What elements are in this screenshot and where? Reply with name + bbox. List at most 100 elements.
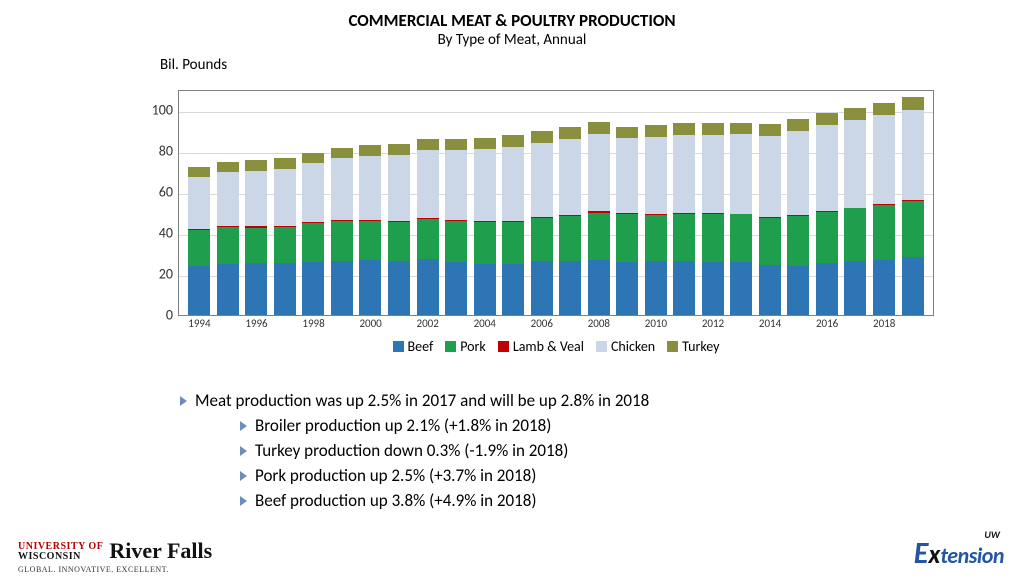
- x-tick-label: 2002: [417, 317, 439, 330]
- bar-segment-pork: [673, 214, 695, 261]
- legend-item: Pork: [445, 338, 486, 355]
- bullet-arrow-icon: [240, 446, 247, 456]
- bar-segment-pork: [359, 221, 381, 260]
- x-tick-label: 2000: [359, 317, 381, 330]
- bar-segment-turkey: [445, 139, 467, 150]
- bar-segment-pork: [902, 201, 924, 258]
- legend-item: Chicken: [596, 338, 655, 355]
- bar-segment-beef: [217, 264, 239, 315]
- bar-segment-pork: [245, 228, 267, 263]
- bullet-arrow-icon: [240, 471, 247, 481]
- x-tick-label: [445, 317, 467, 330]
- bar-segment-chicken: [702, 135, 724, 213]
- bar-segment-pork: [645, 215, 667, 261]
- bar: [559, 127, 581, 315]
- bar: [531, 131, 553, 315]
- bar-segment-turkey: [417, 139, 439, 150]
- bar: [759, 124, 781, 315]
- bar-segment-turkey: [388, 144, 410, 155]
- bar-segment-chicken: [531, 143, 553, 217]
- bar-segment-chicken: [388, 155, 410, 221]
- bar-segment-chicken: [902, 110, 924, 200]
- y-tick-label: 80: [159, 142, 173, 159]
- bar-segment-pork: [445, 221, 467, 262]
- bar: [616, 127, 638, 315]
- bar-segment-turkey: [359, 145, 381, 156]
- legend-swatch: [498, 341, 509, 352]
- bar-segment-pork: [388, 222, 410, 261]
- bar: [331, 148, 353, 315]
- legend-item: Lamb & Veal: [498, 338, 584, 355]
- legend-label: Pork: [460, 338, 486, 355]
- bar-segment-chicken: [474, 149, 496, 221]
- chart-legend: Beef Pork Lamb & Veal Chicken Turkey: [178, 338, 934, 355]
- x-tick-label: [502, 317, 524, 330]
- bar-segment-beef: [445, 262, 467, 315]
- bar-segment-turkey: [816, 113, 838, 125]
- bar-segment-chicken: [302, 163, 324, 222]
- legend-label: Turkey: [682, 338, 719, 355]
- bar-segment-chicken: [245, 171, 267, 226]
- bar-segment-turkey: [188, 167, 210, 177]
- bar-segment-pork: [702, 214, 724, 262]
- bar-segment-turkey: [474, 138, 496, 149]
- bar-segment-pork: [559, 216, 581, 261]
- bar-segment-chicken: [616, 138, 638, 213]
- bar-segment-beef: [502, 264, 524, 315]
- bar: [274, 158, 296, 315]
- bar-segment-chicken: [445, 150, 467, 219]
- bar-segment-beef: [616, 262, 638, 315]
- bar-segment-pork: [531, 218, 553, 261]
- bar-segment-beef: [730, 262, 752, 315]
- bullet-arrow-icon: [240, 421, 247, 431]
- y-tick-label: 40: [159, 224, 173, 241]
- bar-segment-beef: [673, 261, 695, 315]
- bullet-main: Meat production was up 2.5% in 2017 and …: [180, 390, 649, 411]
- bar: [188, 167, 210, 315]
- bar-segment-pork: [873, 205, 895, 259]
- bar-segment-turkey: [217, 162, 239, 172]
- bar-segment-turkey: [502, 135, 524, 146]
- x-tick-label: 1996: [245, 317, 267, 330]
- bar-segment-turkey: [274, 158, 296, 169]
- bar-segment-beef: [873, 260, 895, 315]
- bar-segment-beef: [645, 261, 667, 315]
- bar-segment-beef: [274, 263, 296, 315]
- bar-segment-pork: [730, 214, 752, 262]
- bar-segment-pork: [417, 219, 439, 259]
- bar-segment-pork: [474, 222, 496, 264]
- legend-label: Lamb & Veal: [513, 338, 584, 355]
- x-tick-label: 2014: [759, 317, 781, 330]
- x-tick-label: [559, 317, 581, 330]
- bar-segment-turkey: [759, 124, 781, 136]
- y-tick-label: 60: [159, 183, 173, 200]
- bar: [502, 135, 524, 315]
- x-tick-label: [616, 317, 638, 330]
- bar-segment-chicken: [417, 150, 439, 218]
- x-tick-label: 2010: [645, 317, 667, 330]
- bar-segment-pork: [588, 213, 610, 261]
- bar-segment-beef: [559, 261, 581, 315]
- bar-segment-turkey: [902, 97, 924, 110]
- bar-segment-chicken: [588, 134, 610, 211]
- bar-segment-turkey: [616, 127, 638, 139]
- bar: [474, 138, 496, 315]
- bar-segment-chicken: [759, 136, 781, 217]
- bullet-text: Turkey production down 0.3% (-1.9% in 20…: [255, 440, 568, 461]
- bar: [730, 123, 752, 315]
- legend-item: Beef: [393, 338, 434, 355]
- bar-segment-beef: [359, 260, 381, 315]
- bar: [445, 139, 467, 315]
- bar-segment-pork: [844, 208, 866, 261]
- legend-swatch: [445, 341, 456, 352]
- bar-segment-pork: [331, 221, 353, 261]
- bar-segment-pork: [274, 227, 296, 262]
- x-tick-label: [217, 317, 239, 330]
- bar-segment-chicken: [730, 134, 752, 213]
- legend-label: Chicken: [611, 338, 655, 355]
- bar-segment-turkey: [673, 123, 695, 135]
- y-tick-label: 20: [159, 265, 173, 282]
- bar-segment-pork: [502, 222, 524, 265]
- bar-segment-turkey: [531, 131, 553, 143]
- legend-label: Beef: [408, 338, 434, 355]
